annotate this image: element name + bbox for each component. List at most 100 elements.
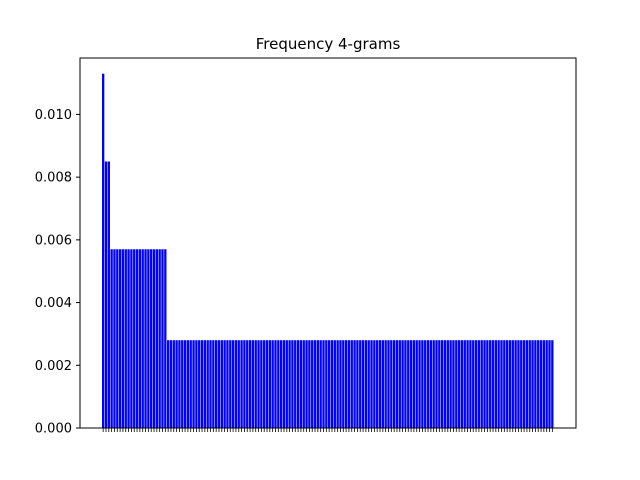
bar: [350, 340, 353, 428]
y-tick-label: 0.006: [35, 233, 72, 248]
bar: [265, 340, 269, 428]
bar: [392, 340, 396, 428]
bar: [279, 340, 283, 428]
bar: [319, 340, 322, 428]
bar: [316, 340, 320, 428]
bar: [229, 340, 232, 428]
y-tick-label: 0.002: [35, 359, 72, 374]
y-tick-label: 0.000: [35, 422, 72, 437]
bars-layer: [102, 73, 554, 429]
bar: [503, 340, 506, 428]
bar: [407, 340, 410, 428]
bar: [463, 340, 466, 428]
bar: [212, 340, 215, 428]
bar: [537, 340, 540, 428]
bar: [528, 340, 531, 428]
bar: [257, 340, 260, 428]
bar: [127, 249, 130, 428]
bar: [311, 340, 314, 428]
bar: [189, 340, 192, 428]
bar: [215, 340, 218, 428]
bar: [217, 340, 221, 428]
bar: [390, 340, 393, 428]
bar: [172, 340, 175, 428]
bar: [135, 249, 139, 428]
bar: [178, 340, 181, 428]
bar: [472, 340, 475, 428]
bar: [432, 340, 435, 428]
bar: [483, 340, 486, 428]
bar: [246, 340, 249, 428]
bar: [460, 340, 464, 428]
bar: [144, 249, 147, 428]
bar: [474, 340, 478, 428]
bar: [130, 249, 133, 428]
bar: [251, 340, 255, 428]
bar: [441, 340, 444, 428]
bar: [116, 249, 119, 428]
bar: [347, 340, 351, 428]
bar: [370, 340, 373, 428]
bar: [500, 340, 503, 428]
y-tick-label: 0.008: [35, 171, 72, 186]
bar: [429, 340, 433, 428]
bar: [505, 340, 509, 428]
bar: [424, 340, 427, 428]
bar: [113, 249, 116, 428]
bar: [426, 340, 430, 428]
bar: [294, 340, 297, 428]
y-axis: 0.000 0.002 0.004 0.006 0.008 0.010: [35, 108, 80, 437]
bar: [206, 340, 209, 428]
bar: [353, 340, 356, 428]
bar: [361, 340, 365, 428]
bar: [104, 161, 108, 428]
bar: [333, 340, 336, 428]
bar: [446, 340, 449, 428]
bar: [404, 340, 407, 428]
bar: [356, 340, 359, 428]
bar: [291, 340, 294, 428]
bar: [175, 340, 178, 428]
bar: [522, 340, 526, 428]
bar: [240, 340, 243, 428]
bar: [147, 249, 150, 428]
bar: [198, 340, 201, 428]
bar: [477, 340, 481, 428]
bar: [254, 340, 257, 428]
bar: [186, 340, 190, 428]
bar: [443, 340, 447, 428]
bar: [455, 340, 458, 428]
bar: [339, 340, 342, 428]
bar: [378, 340, 382, 428]
y-tick-label: 0.004: [35, 296, 72, 311]
bar: [364, 340, 368, 428]
bar: [489, 340, 492, 428]
bar: [469, 340, 472, 428]
bar: [288, 340, 291, 428]
bar: [367, 340, 370, 428]
bar: [449, 340, 452, 428]
bar: [296, 340, 300, 428]
bar: [376, 340, 379, 428]
bar: [401, 340, 404, 428]
chart-title: Frequency 4-grams: [256, 35, 401, 53]
bar: [373, 340, 376, 428]
bar: [234, 340, 238, 428]
bar: [328, 340, 331, 428]
bar: [277, 340, 280, 428]
bar: [200, 340, 204, 428]
bar: [118, 249, 122, 428]
bar: [466, 340, 469, 428]
bar: [387, 340, 390, 428]
bar: [381, 340, 384, 428]
bar: [344, 340, 348, 428]
bar: [325, 340, 328, 428]
bar: [237, 340, 240, 428]
x-axis: [102, 428, 553, 432]
bar: [141, 249, 144, 428]
bar: [121, 249, 125, 428]
bar: [542, 340, 546, 428]
bar: [494, 340, 497, 428]
bar: [551, 340, 554, 428]
